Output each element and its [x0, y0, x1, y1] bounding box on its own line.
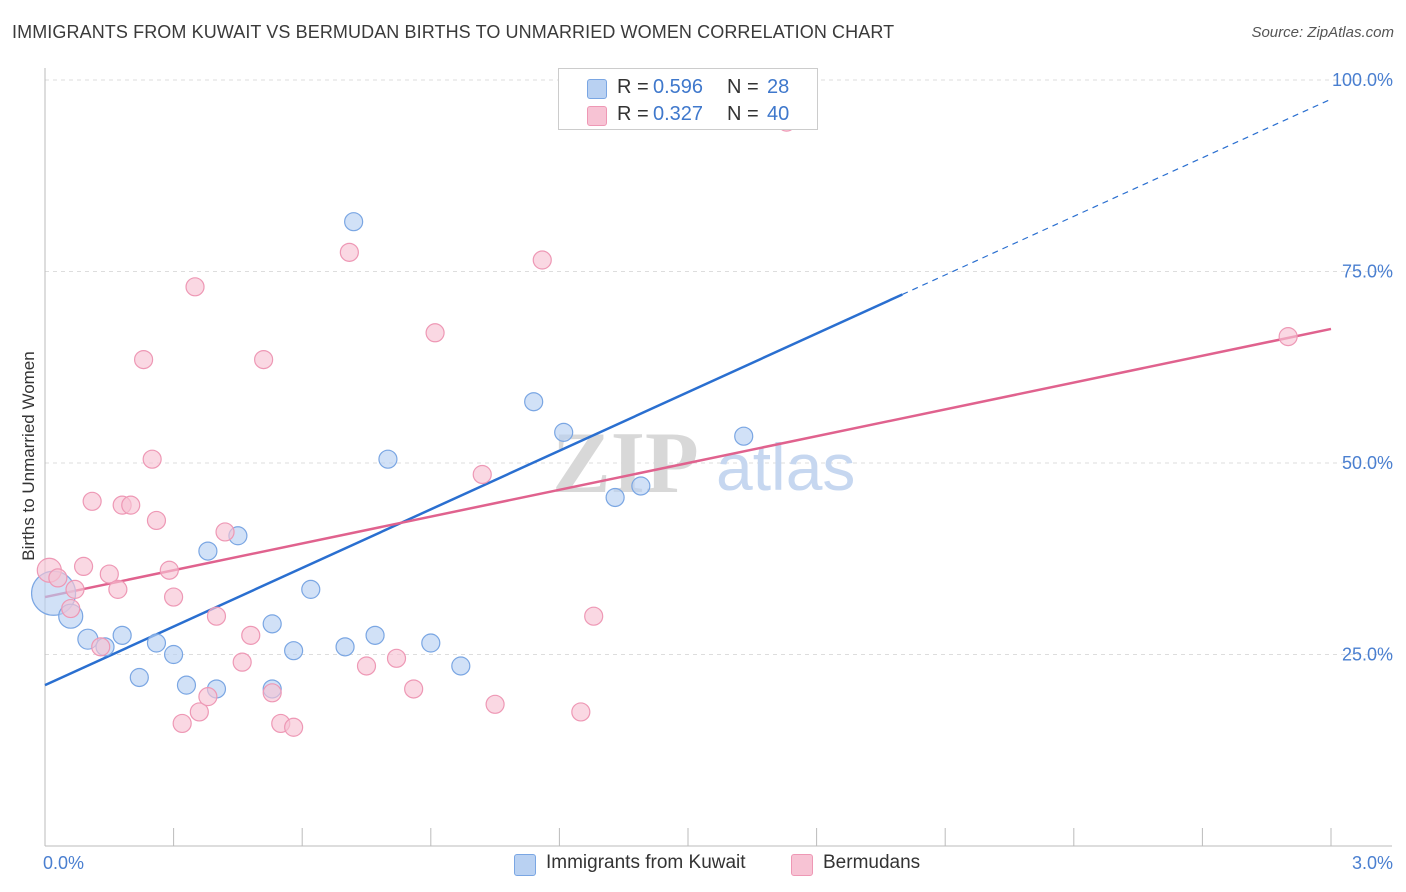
blue-data-point: [605, 487, 625, 508]
blue-data-point: [451, 656, 471, 676]
blue-data-point: [284, 641, 304, 661]
pink-data-point: [121, 495, 141, 515]
y-tick-label: 25.0%: [1342, 645, 1393, 665]
tick-labels: 25.0% 50.0% 75.0% 100.0% 0.0% 3.0%: [43, 70, 1393, 873]
gridlines: [45, 79, 1392, 655]
bottom-legend-label: Immigrants from Kuwait: [546, 852, 746, 873]
blue-data-point: [344, 212, 364, 232]
pink-data-point: [108, 579, 128, 599]
pink-data-point: [254, 349, 274, 370]
blue-data-point: [198, 541, 218, 561]
pink-data-point: [61, 598, 81, 619]
bottom-legend-swatch-pink: [791, 854, 813, 876]
legend-r-value: 0.596: [653, 76, 704, 98]
pink-data-point: [133, 349, 154, 370]
pink-data-point: [198, 687, 218, 707]
legend-n-label: N =: [727, 76, 759, 98]
blue-trend-line: [44, 293, 903, 687]
legend-r-label: R =: [617, 103, 649, 125]
trend-lines: [44, 98, 1332, 687]
legend-swatch-blue: [587, 79, 607, 99]
blue-data-point: [335, 637, 355, 657]
pink-data-point: [172, 713, 192, 734]
pink-data-point: [206, 606, 227, 626]
pink-data-point: [215, 522, 235, 542]
pink-data-point: [262, 683, 282, 703]
blue-data-point: [129, 667, 149, 688]
blue-trend-extension: [902, 98, 1332, 296]
pink-data-point: [185, 277, 205, 297]
y-tick-label: 100.0%: [1332, 70, 1393, 90]
pink-data-point: [571, 702, 591, 722]
y-tick-label: 75.0%: [1342, 262, 1393, 282]
pink-data-point: [472, 464, 492, 485]
pink-data-point: [159, 560, 179, 580]
blue-data-point: [734, 426, 754, 446]
legend-n-value: 28: [767, 76, 790, 98]
bottom-legend-label: Bermudans: [823, 852, 921, 873]
x-tick-label: 3.0%: [1352, 853, 1393, 873]
legend-n-label: N =: [727, 103, 759, 125]
pink-data-point: [356, 656, 377, 676]
blue-data-point: [524, 392, 544, 412]
watermark-zip: ZIP: [552, 415, 699, 512]
pink-data-point: [82, 491, 102, 511]
pink-trend-line: [44, 327, 1332, 599]
blue-data-point: [301, 579, 321, 599]
y-tick-label: 50.0%: [1342, 453, 1393, 473]
pink-data-point: [485, 694, 505, 714]
blue-data-point: [554, 422, 574, 442]
pink-data-point: [142, 449, 162, 469]
x-tick-label: 0.0%: [43, 853, 84, 873]
pink-data-point: [404, 679, 424, 699]
pink-data-point: [65, 579, 85, 599]
pink-data-point: [91, 637, 111, 657]
pink-data-point: [1278, 327, 1298, 347]
blue-data-point: [378, 449, 398, 469]
pink-data-point: [284, 717, 304, 737]
source-label: Source: ZipAtlas.com: [1251, 24, 1394, 41]
legend-r-value: 0.327: [653, 103, 704, 125]
pink-data-point: [232, 652, 252, 672]
data-points: [30, 74, 1298, 737]
blue-data-point: [112, 625, 132, 645]
bottom-legend-swatch-blue: [514, 854, 536, 876]
axes: [44, 68, 1392, 847]
blue-data-point: [421, 633, 441, 653]
pink-data-point: [99, 564, 119, 584]
pink-data-point: [425, 323, 445, 343]
blue-data-point: [146, 633, 167, 653]
pink-data-point: [386, 648, 407, 668]
correlation-legend: R = 0.596 N = 28 R = 0.327 N = 40: [558, 68, 818, 130]
pink-data-point: [241, 625, 261, 645]
watermark: ZIP atlas: [552, 415, 855, 512]
pink-data-point: [339, 242, 359, 262]
pink-data-point: [584, 606, 604, 626]
pink-data-point: [73, 556, 94, 577]
pink-data-point: [164, 587, 184, 607]
chart-title: IMMIGRANTS FROM KUWAIT VS BERMUDAN BIRTH…: [12, 22, 895, 42]
legend-swatch-pink: [587, 106, 607, 126]
blue-data-point: [262, 614, 282, 634]
y-axis-title: Births to Unmarried Women: [19, 351, 38, 560]
pink-data-point: [189, 702, 209, 722]
pink-data-point: [48, 568, 68, 588]
legend-row-bermudans: R = 0.327 N = 40: [559, 102, 817, 128]
pink-data-point: [146, 510, 167, 531]
blue-data-point: [176, 675, 197, 695]
pink-data-point: [532, 250, 552, 270]
blue-data-point: [631, 476, 651, 496]
blue-data-point: [164, 644, 184, 665]
legend-r-label: R =: [617, 76, 649, 98]
blue-data-point: [365, 625, 385, 645]
legend-n-value: 40: [767, 103, 790, 125]
legend-row-kuwait: R = 0.596 N = 28: [559, 75, 817, 101]
